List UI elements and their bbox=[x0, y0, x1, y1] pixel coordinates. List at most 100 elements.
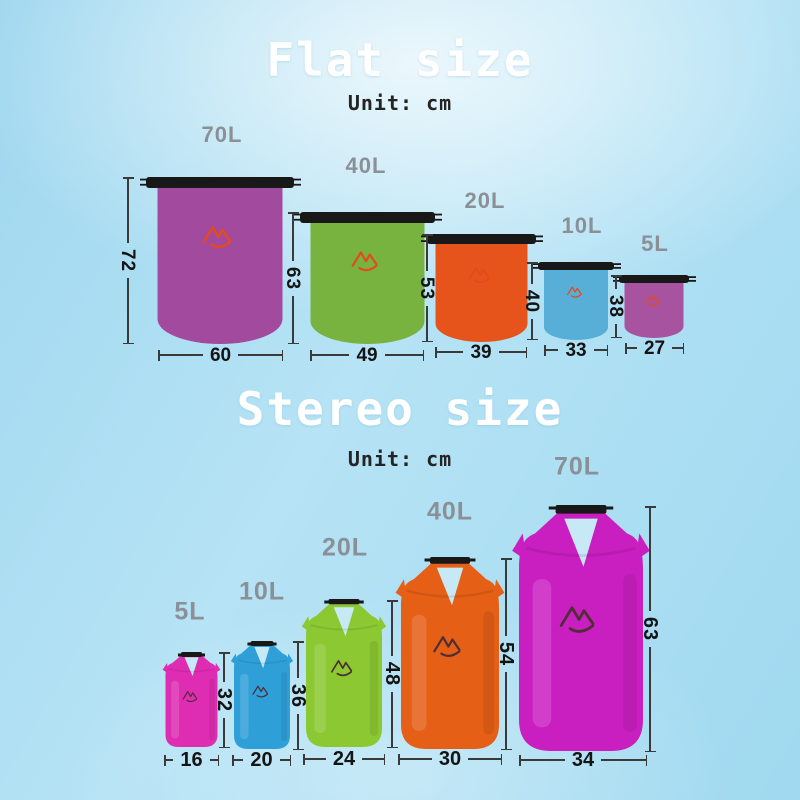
dimension-line bbox=[593, 349, 607, 351]
dimension-line bbox=[127, 178, 129, 243]
width-dimension-stereo-40l: 30 bbox=[398, 748, 502, 770]
dimension-tick bbox=[287, 212, 299, 214]
clip-nub-left bbox=[324, 600, 330, 604]
dimension-line bbox=[391, 601, 393, 656]
height-dimension-stereo-5l: 32 bbox=[213, 652, 235, 748]
dimension-line bbox=[304, 758, 326, 760]
width-value: 60 bbox=[209, 344, 232, 366]
capacity-label-flat-70l: 70L bbox=[201, 122, 243, 147]
clip-nub-right bbox=[468, 558, 476, 562]
closure-clip bbox=[328, 599, 360, 605]
width-value: 30 bbox=[438, 748, 462, 770]
closure-clip bbox=[180, 652, 202, 657]
dimension-tick bbox=[500, 558, 512, 560]
dimension-tick bbox=[625, 342, 627, 354]
capacity-label-stereo-5l: 5L bbox=[174, 597, 206, 626]
fold-crease bbox=[406, 589, 494, 598]
mountain-logo-icon bbox=[567, 286, 582, 298]
dimension-tick bbox=[606, 344, 609, 356]
capacity-label-stereo-10l: 10L bbox=[238, 577, 286, 606]
width-value: 20 bbox=[250, 749, 273, 771]
stereo-unit-label: Unit: cm bbox=[347, 447, 453, 471]
dimension-line bbox=[297, 642, 299, 678]
dimension-tick bbox=[644, 750, 656, 752]
clip-nub-right bbox=[358, 600, 364, 604]
flat-bag-40l-graphic bbox=[293, 212, 442, 344]
dimension-tick bbox=[421, 340, 433, 342]
width-value: 33 bbox=[565, 339, 587, 361]
fold-crease bbox=[167, 668, 215, 673]
dimension-line bbox=[292, 295, 294, 343]
highlight-shading bbox=[532, 579, 552, 728]
flat-bag-5l-graphic bbox=[613, 275, 696, 338]
dimension-tick bbox=[610, 336, 622, 338]
dimension-tick bbox=[164, 754, 166, 766]
dimension-line bbox=[426, 305, 428, 341]
roll-top-bar bbox=[538, 262, 614, 270]
height-dimension-flat-40l: 63 bbox=[282, 212, 304, 344]
handle-opening bbox=[254, 646, 270, 669]
closure-prong bbox=[433, 213, 442, 216]
width-value: 34 bbox=[571, 749, 595, 771]
roll-top-bar bbox=[299, 212, 435, 223]
mountain-logo-icon bbox=[645, 295, 660, 306]
dimension-line bbox=[233, 759, 244, 761]
dimension-line bbox=[223, 653, 225, 682]
dimension-line bbox=[615, 276, 617, 289]
closure-prong bbox=[532, 266, 540, 269]
flat-unit-label: Unit: cm bbox=[347, 91, 453, 115]
closure-prong bbox=[532, 263, 540, 265]
flat-bag-body bbox=[624, 282, 684, 338]
width-dimension-stereo-70l: 34 bbox=[519, 749, 647, 771]
shadow-shading bbox=[369, 640, 379, 737]
width-dimension-flat-20l: 39 bbox=[435, 343, 528, 362]
flat-bag-body bbox=[310, 222, 424, 344]
flat-bag-20l-graphic bbox=[420, 234, 543, 342]
flat-bag-10l-graphic bbox=[532, 262, 621, 340]
dimension-line bbox=[468, 758, 501, 760]
mountain-logo-icon bbox=[468, 266, 490, 283]
roll-top-bar bbox=[146, 177, 294, 188]
capacity-label-stereo-70l: 70L bbox=[553, 452, 601, 481]
shadow-shading bbox=[208, 678, 215, 741]
height-value: 63 bbox=[282, 266, 304, 290]
closure-prong bbox=[613, 279, 621, 282]
dimension-tick bbox=[289, 754, 291, 766]
closure-prong bbox=[293, 218, 302, 221]
clip-nub-right bbox=[200, 653, 205, 657]
fold-crease bbox=[237, 659, 287, 665]
mountain-logo-icon bbox=[252, 685, 269, 698]
highlight-shading bbox=[314, 643, 326, 734]
dimension-line bbox=[292, 213, 294, 261]
height-dimension-flat-70l: 72 bbox=[118, 177, 139, 344]
roll-top-bar bbox=[426, 234, 536, 244]
height-value: 40 bbox=[521, 289, 543, 313]
closure-prong bbox=[688, 279, 696, 282]
stereo-bag-40l-graphic bbox=[395, 557, 505, 749]
dimension-tick bbox=[525, 346, 528, 358]
handle-opening bbox=[333, 607, 355, 637]
dimension-line bbox=[545, 349, 559, 351]
height-dimension-flat-20l: 53 bbox=[417, 234, 438, 342]
capacity-label-flat-20l: 20L bbox=[464, 188, 506, 213]
dimension-tick bbox=[310, 349, 312, 361]
dimension-tick bbox=[303, 753, 305, 765]
handle-opening bbox=[183, 657, 199, 676]
dimension-tick bbox=[500, 753, 502, 765]
closure-clip bbox=[250, 641, 274, 646]
capacity-label-flat-10l: 10L bbox=[561, 213, 603, 238]
dimension-line bbox=[209, 759, 218, 761]
dimension-tick bbox=[386, 600, 398, 602]
width-dimension-flat-40l: 49 bbox=[310, 346, 425, 365]
capacity-label-flat-40l: 40L bbox=[345, 153, 387, 178]
width-dimension-stereo-10l: 20 bbox=[232, 749, 291, 771]
dimension-tick bbox=[422, 349, 425, 361]
dimension-line bbox=[426, 235, 428, 271]
dimension-tick bbox=[421, 234, 433, 236]
mountain-logo-icon bbox=[182, 690, 197, 703]
dimension-line bbox=[672, 347, 683, 349]
dimension-tick bbox=[218, 746, 230, 748]
clip-nub-right bbox=[272, 642, 277, 646]
mountain-logo-icon bbox=[559, 606, 595, 633]
